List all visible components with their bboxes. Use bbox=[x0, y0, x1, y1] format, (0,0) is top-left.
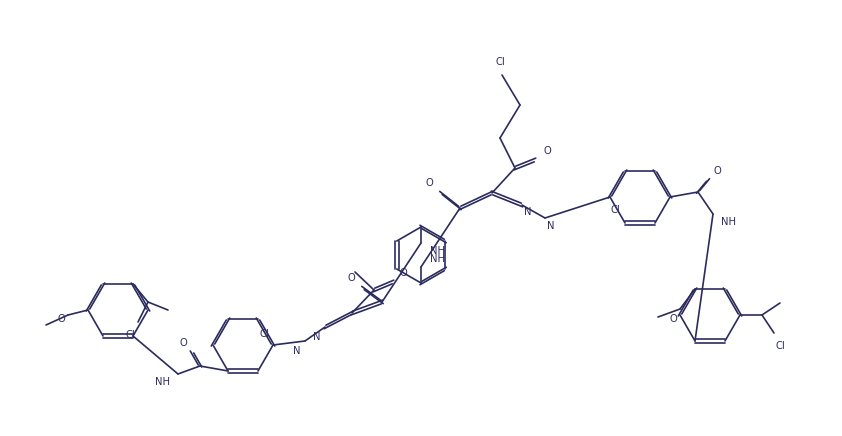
Text: O: O bbox=[425, 178, 433, 188]
Text: NH: NH bbox=[430, 254, 445, 264]
Text: NH: NH bbox=[430, 246, 445, 256]
Text: O: O bbox=[399, 268, 407, 278]
Text: N: N bbox=[313, 332, 321, 342]
Text: N: N bbox=[524, 207, 531, 217]
Text: O: O bbox=[179, 338, 187, 348]
Text: Cl: Cl bbox=[125, 330, 135, 340]
Text: O: O bbox=[543, 146, 551, 156]
Text: NH: NH bbox=[155, 377, 170, 387]
Text: Cl: Cl bbox=[260, 329, 269, 339]
Text: O: O bbox=[669, 314, 677, 324]
Text: Cl: Cl bbox=[495, 57, 505, 67]
Text: O: O bbox=[347, 273, 355, 283]
Text: NH: NH bbox=[721, 217, 736, 227]
Text: Cl: Cl bbox=[610, 205, 620, 215]
Text: N: N bbox=[294, 346, 301, 356]
Text: Cl: Cl bbox=[776, 341, 786, 351]
Text: N: N bbox=[547, 221, 555, 231]
Text: O: O bbox=[57, 314, 65, 324]
Text: O: O bbox=[713, 166, 721, 176]
